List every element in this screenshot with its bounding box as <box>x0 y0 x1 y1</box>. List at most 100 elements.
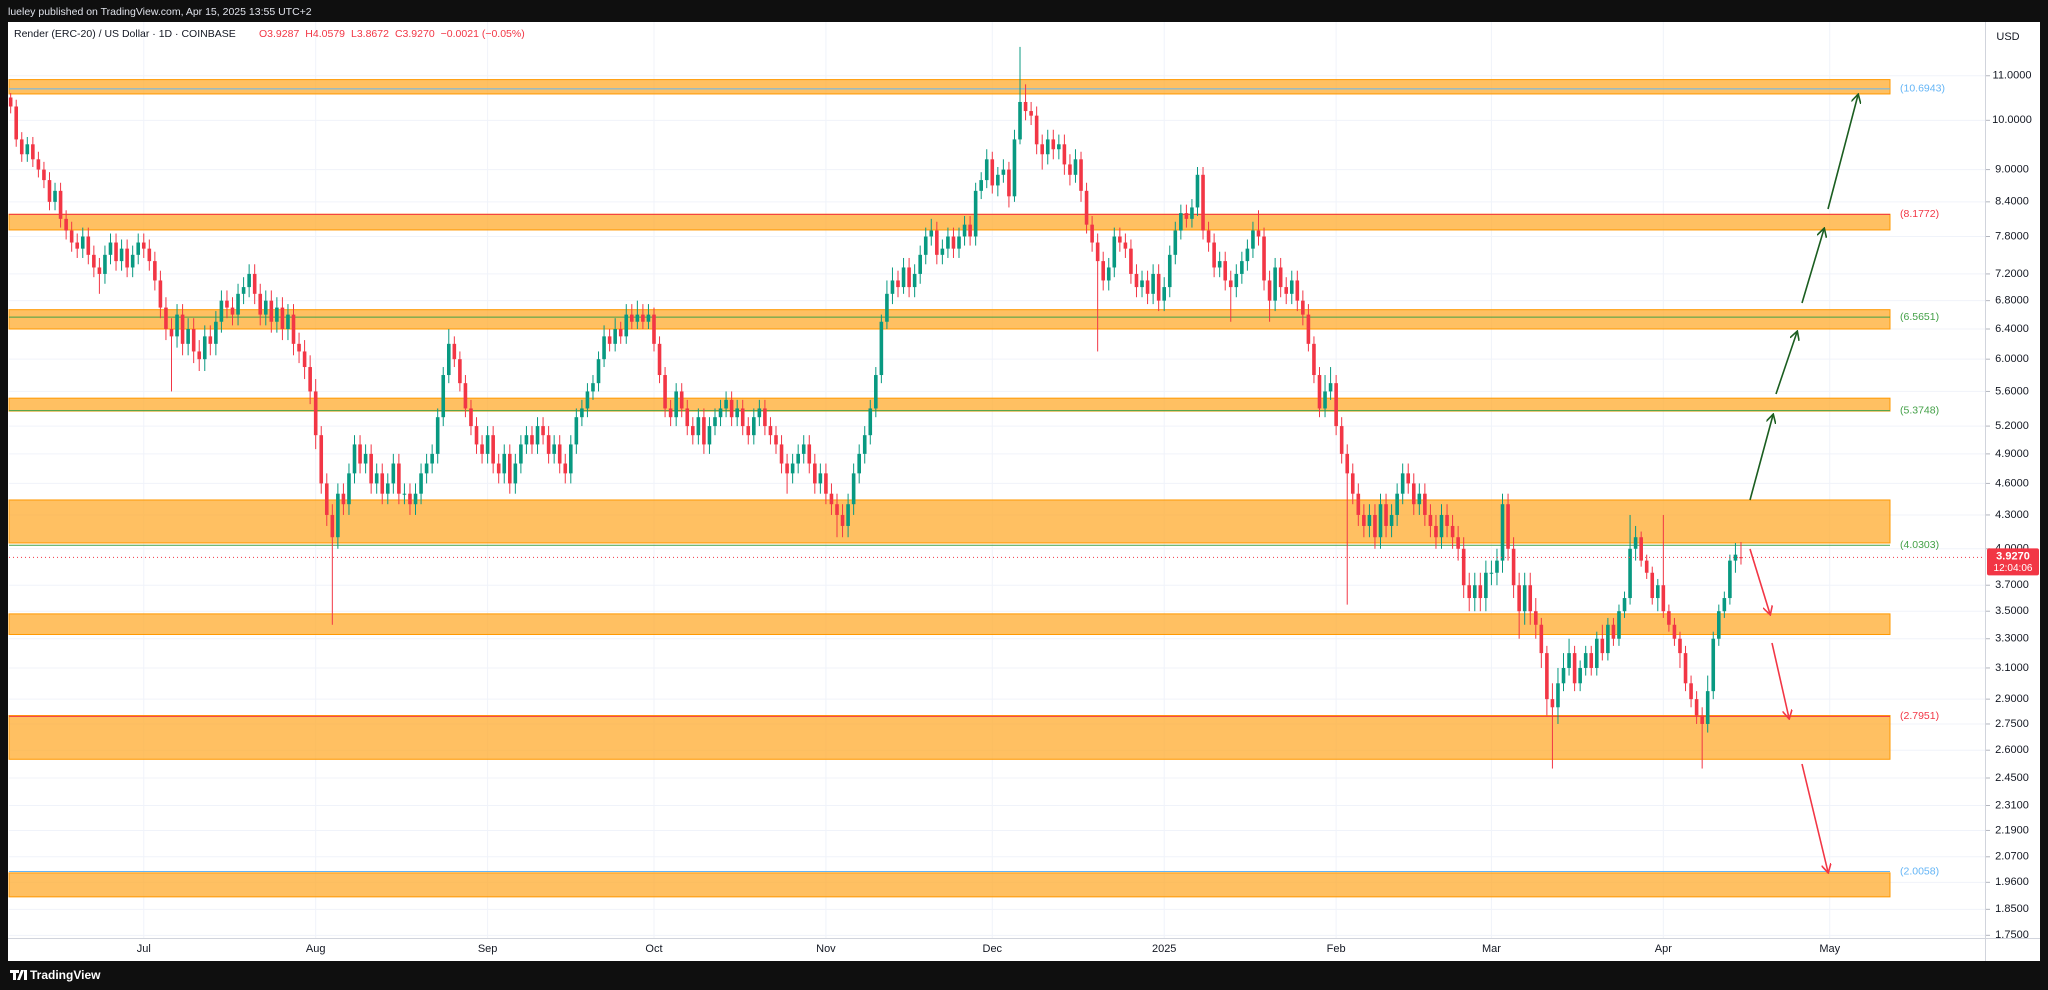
candle-body <box>874 375 878 409</box>
candle-body <box>186 328 190 344</box>
projection-arrows <box>1749 95 1858 872</box>
candle-body <box>1267 280 1272 301</box>
candle-body <box>657 343 662 376</box>
candle-body <box>291 314 296 344</box>
candle-body <box>1556 683 1560 708</box>
candle-body <box>1517 585 1521 612</box>
x-tick-label: Mar <box>1482 943 1501 955</box>
candle-body <box>1716 611 1721 639</box>
candle-body <box>618 328 623 337</box>
candle-body <box>1606 624 1610 654</box>
candle-body <box>319 435 324 484</box>
candle-body <box>763 408 767 427</box>
candle-body <box>724 399 728 409</box>
candle-body <box>879 321 884 376</box>
candle-body <box>1434 525 1438 538</box>
candle-body <box>391 463 396 484</box>
candle-body <box>269 300 274 322</box>
zone-label: (5.3748) <box>1900 404 1939 416</box>
candle-body <box>1118 236 1122 243</box>
x-tick-label: 2025 <box>1152 943 1176 955</box>
candle-body <box>1495 560 1499 573</box>
zone-label: (2.0058) <box>1900 865 1939 877</box>
candle-body <box>1262 236 1266 281</box>
candle-body <box>64 218 68 231</box>
candle-body <box>1694 699 1699 716</box>
candle-body <box>1439 514 1444 538</box>
candle-body <box>574 417 579 445</box>
candle-body <box>702 417 706 445</box>
candle-body <box>1417 493 1422 505</box>
candle-body <box>602 336 606 360</box>
candle-body <box>180 314 185 344</box>
top-bar <box>0 0 2048 22</box>
candle-body <box>1201 174 1205 231</box>
candle-body <box>668 408 673 418</box>
candle-body <box>679 391 684 409</box>
candle-body <box>968 224 972 237</box>
candle-body <box>1489 572 1494 574</box>
candle-body <box>535 426 540 445</box>
candle-body <box>1140 280 1144 288</box>
y-tick-label: 3.3000 <box>1995 633 2029 645</box>
candle-body <box>563 463 568 474</box>
candle-body <box>1594 638 1599 668</box>
candle-body <box>1350 473 1355 494</box>
y-tick-label: 6.0000 <box>1995 353 2029 365</box>
candle-body <box>225 300 229 308</box>
candle-body <box>1251 230 1255 249</box>
zones-layer: (10.6943) (8.1772) (6.5651) (5.3748) (4.0303… <box>8 79 1945 898</box>
candle-body <box>280 307 285 329</box>
candle-body <box>275 307 279 322</box>
arrow-down <box>1749 548 1770 614</box>
candle-body <box>1428 514 1433 526</box>
logo-mark <box>10 970 27 980</box>
candle-body <box>646 314 651 322</box>
candle-body <box>1367 514 1372 526</box>
candle-body <box>1545 653 1549 700</box>
candle-body <box>613 328 617 344</box>
y-tick-label: 3.5000 <box>1995 605 2029 617</box>
candle-body <box>1672 624 1677 639</box>
candle-body <box>779 444 784 464</box>
y-tick-label: 5.2000 <box>1995 420 2029 432</box>
y-tick-label: 2.3100 <box>1995 799 2029 811</box>
candle-body <box>419 473 423 494</box>
candle-body <box>1522 585 1527 612</box>
candle-body <box>1484 572 1488 599</box>
candle-body <box>408 493 412 505</box>
x-tick-label: May <box>1819 943 1840 955</box>
candle-body <box>125 248 129 268</box>
candle-body <box>1256 230 1261 237</box>
candle-body <box>324 483 329 515</box>
candle-body <box>957 236 961 249</box>
candle-body <box>397 463 401 494</box>
candle-body <box>169 328 174 337</box>
candle-body <box>1101 261 1106 281</box>
candle-body <box>31 144 35 160</box>
candle-body <box>1511 548 1516 586</box>
candle-body <box>369 453 373 484</box>
tradingview-logo[interactable]: TradingView <box>10 968 101 982</box>
candle-body <box>1561 667 1566 684</box>
x-tick-label: Nov <box>816 943 836 955</box>
candle-body <box>241 287 246 294</box>
candle-body <box>929 230 934 237</box>
y-tick-label: 5.6000 <box>1995 385 2029 397</box>
candle-body <box>1650 572 1655 599</box>
arrow-up <box>1827 95 1858 210</box>
candle-body <box>729 399 734 418</box>
candle-body <box>469 408 473 427</box>
candle-body <box>1461 548 1466 586</box>
candle-body <box>352 444 357 474</box>
zone-label: (8.1772) <box>1900 208 1939 220</box>
candle-body <box>114 242 118 262</box>
candle-body <box>557 444 562 464</box>
candle-body <box>1179 213 1183 231</box>
candle-body <box>435 417 440 454</box>
candle-body <box>524 435 529 445</box>
candle-body <box>918 254 922 274</box>
candle-body <box>1106 267 1111 281</box>
candle-body <box>446 343 451 376</box>
candle-body <box>840 514 845 526</box>
